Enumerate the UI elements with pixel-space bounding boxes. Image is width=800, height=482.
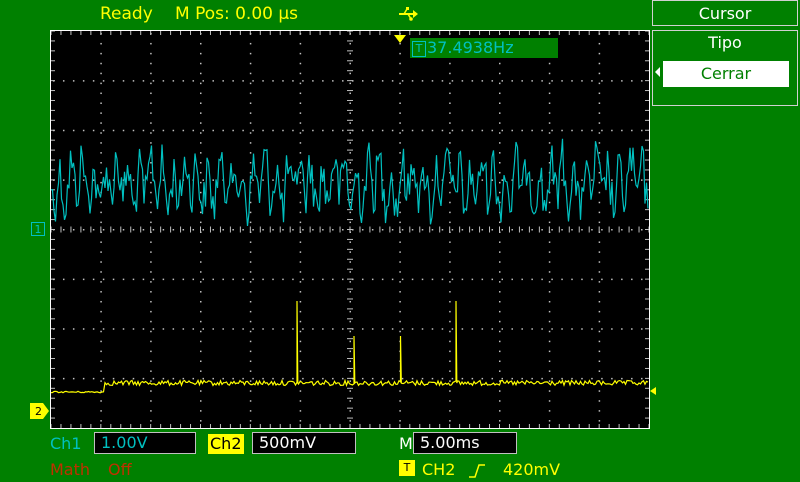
ch2-label: Ch2	[208, 434, 244, 454]
ch2-waveform	[51, 300, 649, 394]
waveform-display	[50, 30, 650, 429]
timebase-value[interactable]: 5.00ms	[413, 432, 517, 454]
waveform-canvas	[51, 31, 649, 428]
trigger-position-marker	[394, 30, 406, 49]
frequency-value: 37.4938Hz	[427, 38, 514, 57]
status-mpos: M Pos: 0.00 µs	[175, 4, 299, 24]
trigger-level-marker	[650, 380, 656, 399]
status-ready: Ready	[100, 4, 153, 24]
menu-tipo-value[interactable]: Cerrar	[663, 61, 789, 87]
math-label: Math	[50, 460, 91, 479]
trigger-tag-bottom: T	[399, 460, 415, 476]
rising-edge-icon	[468, 463, 486, 482]
menu-selector-arrow-icon	[655, 67, 660, 77]
usb-icon	[398, 6, 418, 21]
trigger-level: 420mV	[503, 460, 561, 479]
ch1-label: Ch1	[50, 434, 82, 453]
menu-title-cursor[interactable]: Cursor	[652, 0, 798, 26]
menu-tipo-group[interactable]: Tipo Cerrar	[652, 30, 798, 106]
timebase-label: M	[399, 434, 413, 453]
ch1-scale[interactable]: 1.00V	[94, 432, 196, 454]
ch2-scale[interactable]: 500mV	[252, 432, 356, 454]
frequency-readout: T 37.4938Hz	[410, 38, 558, 58]
math-state: Off	[108, 460, 132, 479]
trigger-tag: T	[412, 41, 426, 57]
ch1-waveform	[51, 138, 649, 226]
ch2-ground-marker[interactable]: 2	[30, 403, 50, 423]
ch2-marker-text: 2	[35, 405, 42, 418]
menu-tipo-label: Tipo	[708, 33, 742, 52]
trigger-source: CH2	[422, 460, 456, 479]
ch1-ground-marker[interactable]: 1	[31, 222, 45, 236]
